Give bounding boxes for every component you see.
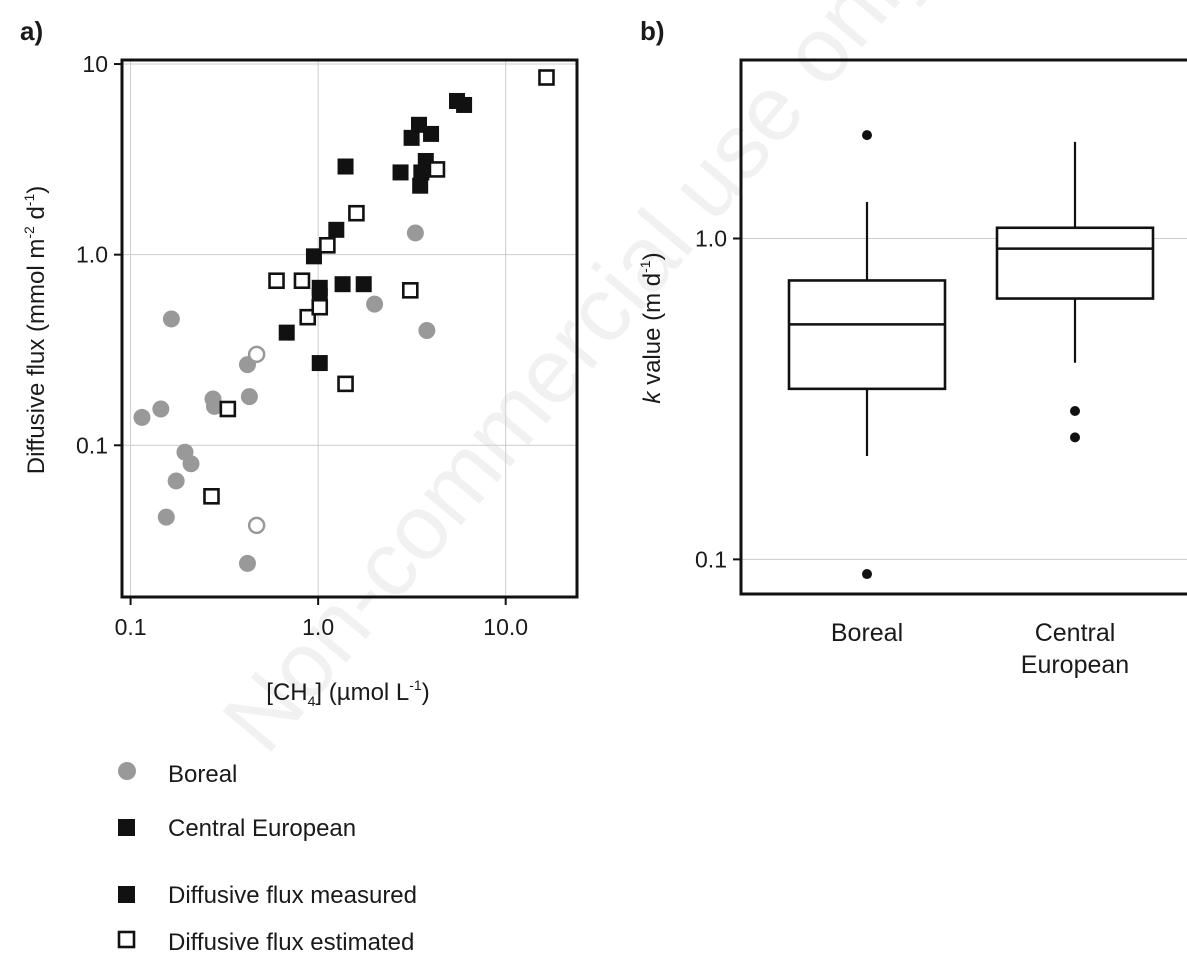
- legend-estimated-label: Diffusive flux estimated: [168, 929, 414, 956]
- boreal-outlier: [862, 569, 872, 580]
- central-european-measured-point: [412, 177, 429, 194]
- central-european-estimated-point: [203, 487, 220, 505]
- central-european-category-label: Central European: [1021, 619, 1129, 679]
- central-european-estimated-point: [293, 272, 311, 290]
- legend-boreal-marker: [118, 762, 136, 780]
- boreal-category-label: Boreal: [831, 619, 903, 647]
- boreal-measured-point: [240, 388, 258, 406]
- boreal-measured-point: [366, 295, 384, 313]
- boxplot-panel: 0.1 1.0 k value (m d-1) Boreal Central Euro…: [637, 58, 1187, 679]
- scatter-gridlines: [122, 60, 577, 597]
- scatter-x-ticks: 0.1 1.0 10.0: [115, 597, 528, 640]
- boreal-measured-point: [205, 397, 223, 415]
- central-european-measured-point: [403, 129, 420, 146]
- boreal-measured-point: [152, 400, 170, 418]
- central-european-estimated-point: [348, 204, 365, 222]
- boreal-measured-point: [167, 472, 185, 490]
- y-tick-label-0: 0.1: [76, 432, 108, 458]
- central-european-estimated-point: [311, 298, 329, 316]
- x-tick-label-0: 0.1: [115, 614, 147, 640]
- boreal-outlier: [862, 130, 872, 141]
- central-european-estimated-point: [538, 69, 555, 86]
- central-european-measured-point: [305, 248, 322, 265]
- legend-measured-label: Diffusive flux measured: [168, 882, 417, 909]
- central-european-estimated-point: [319, 236, 336, 254]
- boreal-measured-point: [133, 408, 151, 426]
- central-european-measured-point: [456, 96, 473, 113]
- central-european-outlier: [1070, 406, 1080, 417]
- central-european-estimated-point: [219, 400, 237, 418]
- boxplot-category-labels: Boreal Central European: [831, 619, 1129, 679]
- boreal-estimated-point: [247, 516, 266, 535]
- boreal-measured-point: [406, 224, 424, 242]
- boreal-measured-point: [162, 310, 180, 328]
- central-european-measured-point: [392, 164, 409, 181]
- central-european-estimated-point: [401, 282, 419, 299]
- central-european-measured-point: [355, 276, 372, 293]
- scatter-panel: 0.1 1.0 10.0 0.1 1.0 10 Diffusive flux (mmol…: [21, 51, 579, 709]
- panel-b-label: b): [640, 16, 665, 46]
- panel-a-label: a): [20, 16, 43, 46]
- central-european-outlier: [1070, 432, 1080, 443]
- central-european-measured-point: [278, 324, 295, 341]
- boreal-measured-point: [418, 322, 436, 340]
- central-european-measured-point: [411, 116, 428, 133]
- boxplot-boxes: [787, 130, 1155, 580]
- boreal-estimated-point: [247, 345, 266, 364]
- scatter-y-ticks: 0.1 1.0 10: [76, 51, 122, 458]
- box-y-tick-label-0: 0.1: [695, 546, 727, 572]
- central-european-estimated-point: [299, 308, 317, 326]
- central-european-measured-point: [423, 125, 440, 142]
- boxplot-y-axis-title: k value (m d-1): [637, 252, 666, 403]
- central-european-measured-point: [328, 221, 345, 238]
- central-european-measured-point: [311, 355, 328, 372]
- scatter-plot-frame: [120, 58, 579, 599]
- boxplot-plot-frame: [739, 58, 1187, 596]
- scatter-y-axis-title: Diffusive flux (mmol m-2 d-1): [21, 186, 50, 475]
- boreal-measured-point: [157, 508, 175, 526]
- legend: Boreal Central European Diffusive flux m…: [117, 761, 417, 956]
- x-tick-label-2: 10.0: [483, 614, 528, 640]
- central-european-measured-point: [334, 276, 351, 293]
- legend-central-european-label: Central European: [168, 815, 356, 842]
- scatter-x-axis-title: [CH4] (µmol L-1): [266, 677, 429, 709]
- legend-measured-marker: [118, 886, 135, 903]
- scatter-points: [133, 69, 555, 572]
- central-european-estimated-point: [268, 272, 285, 290]
- central-european-estimated-point: [337, 375, 354, 393]
- legend-central-european-marker: [118, 819, 135, 836]
- central-european-estimated-point: [428, 161, 446, 178]
- y-tick-label-1: 1.0: [76, 242, 108, 268]
- box-y-tick-label-1: 1.0: [695, 226, 727, 252]
- boreal-measured-point: [238, 554, 256, 572]
- y-tick-label-2: 10: [82, 51, 108, 77]
- boxplot-y-ticks: 0.1 1.0: [695, 226, 741, 572]
- x-tick-label-1: 1.0: [302, 614, 334, 640]
- boreal-measured-point: [182, 455, 200, 473]
- boreal-box: [787, 279, 947, 391]
- legend-boreal-label: Boreal: [168, 761, 237, 788]
- legend-estimated-marker: [117, 930, 136, 949]
- central-european-measured-point: [337, 158, 354, 175]
- central-european-box: [995, 226, 1155, 300]
